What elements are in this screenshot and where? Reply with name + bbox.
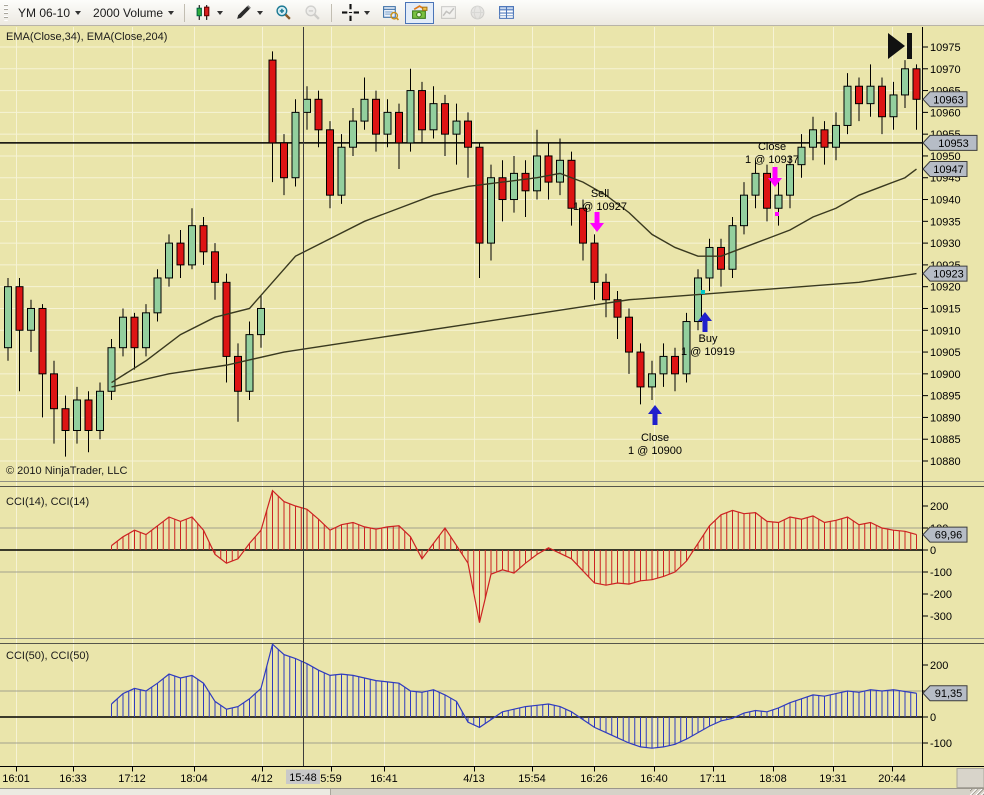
status-bar [0, 788, 984, 795]
interval-selector[interactable]: 2000 Volume [87, 2, 180, 24]
svg-text:Close: Close [758, 141, 786, 153]
chart-style-button[interactable] [189, 2, 229, 24]
crosshair-icon [342, 4, 360, 21]
svg-text:15:48: 15:48 [289, 772, 317, 784]
price-panel-indicator-label: EMA(Close,34), EMA(Close,204) [6, 31, 168, 43]
svg-text:20:44: 20:44 [878, 773, 906, 785]
svg-text:0: 0 [930, 712, 936, 724]
svg-text:Buy: Buy [699, 333, 718, 345]
svg-text:Close: Close [641, 432, 669, 444]
svg-text:10963: 10963 [933, 94, 964, 106]
svg-text:15:54: 15:54 [518, 773, 546, 785]
svg-text:10885: 10885 [930, 434, 961, 446]
chart-trader-button[interactable] [405, 1, 435, 24]
svg-text:16:40: 16:40 [640, 773, 668, 785]
svg-text:1 @ 10919: 1 @ 10919 [681, 346, 735, 358]
svg-text:10960: 10960 [930, 107, 961, 119]
svg-text:18:04: 18:04 [180, 773, 208, 785]
svg-text:10940: 10940 [930, 195, 961, 207]
cci14-panel-label: CCI(14), CCI(14) [6, 496, 90, 508]
draw-tools-button[interactable] [229, 2, 269, 24]
svg-text:10953: 10953 [938, 138, 969, 150]
svg-text:10895: 10895 [930, 391, 961, 403]
svg-text:17:11: 17:11 [700, 773, 727, 785]
interval-label: 2000 Volume [93, 5, 164, 20]
svg-text:1 @ 10900: 1 @ 10900 [628, 445, 682, 457]
globe-icon [470, 5, 485, 20]
svg-text:-100: -100 [930, 567, 952, 579]
global-link-button[interactable] [463, 2, 492, 24]
svg-text:19:31: 19:31 [819, 773, 847, 785]
svg-text:4/13: 4/13 [463, 773, 484, 785]
zoom-out-button[interactable] [298, 2, 327, 24]
toolbar-grip[interactable] [4, 4, 8, 21]
svg-text:10915: 10915 [930, 303, 961, 315]
zoom-in-button[interactable] [269, 2, 298, 24]
svg-text:10900: 10900 [930, 369, 961, 381]
chart-trader-icon [412, 5, 428, 19]
svg-text:16:41: 16:41 [370, 773, 398, 785]
svg-text:10970: 10970 [930, 64, 961, 76]
svg-text:4/12: 4/12 [251, 773, 272, 785]
toolbar-separator [184, 3, 186, 22]
svg-text:17:12: 17:12 [118, 773, 146, 785]
chevron-down-icon [364, 10, 371, 15]
zoom-out-icon [305, 5, 320, 20]
toolbar-separator [331, 3, 333, 22]
chevron-down-icon [257, 10, 264, 15]
indicator-icon [441, 6, 457, 19]
resize-grip[interactable] [970, 789, 984, 795]
svg-text:200: 200 [930, 501, 948, 513]
svg-text:1 @ 10937: 1 @ 10937 [745, 154, 799, 166]
indicator-button[interactable] [434, 2, 463, 24]
go-to-last-bar-button[interactable] [874, 32, 916, 60]
chevron-down-icon [168, 10, 175, 15]
svg-text:10975: 10975 [930, 42, 961, 54]
grid-button[interactable] [492, 2, 521, 24]
grid-icon [499, 6, 515, 19]
svg-text:10880: 10880 [930, 456, 961, 468]
svg-text:18:08: 18:08 [759, 773, 787, 785]
cci50-panel-label: CCI(50), CCI(50) [6, 650, 90, 662]
data-box-icon [383, 6, 400, 21]
svg-text:69,96: 69,96 [935, 530, 963, 542]
pencil-icon [237, 5, 252, 19]
svg-text:-200: -200 [930, 589, 952, 601]
svg-text:10910: 10910 [930, 325, 961, 337]
svg-text:10890: 10890 [930, 412, 961, 424]
svg-text:10923: 10923 [933, 269, 964, 281]
svg-text:Sell: Sell [591, 188, 609, 200]
chevron-down-icon [75, 10, 82, 15]
svg-text:10930: 10930 [930, 238, 961, 250]
svg-text:10947: 10947 [933, 164, 964, 176]
chart-style-icon [196, 5, 210, 20]
crosshair-button[interactable] [336, 2, 376, 24]
svg-text:10935: 10935 [930, 216, 961, 228]
svg-text:1 @ 10927: 1 @ 10927 [573, 201, 627, 213]
data-box-button[interactable] [376, 2, 405, 24]
svg-text:16:33: 16:33 [59, 773, 87, 785]
svg-text:16:26: 16:26 [580, 773, 608, 785]
svg-text:5:59: 5:59 [320, 773, 341, 785]
svg-text:200: 200 [930, 660, 948, 672]
status-cell [0, 789, 331, 795]
svg-text:-100: -100 [930, 738, 952, 750]
svg-text:91,35: 91,35 [935, 688, 963, 700]
play-to-end-icon [888, 33, 912, 59]
zoom-in-icon [276, 5, 291, 20]
svg-text:16:01: 16:01 [2, 773, 30, 785]
chart-area[interactable]: Sell 1 @ 10927 Close 1 @ 10937 Buy 1 @ 10919 C… [0, 26, 984, 788]
copyright-text: © 2010 NinjaTrader, LLC [6, 465, 128, 477]
svg-text:-300: -300 [930, 611, 952, 623]
toolbar: YM 06-10 2000 Volume [0, 0, 984, 26]
svg-text:10905: 10905 [930, 347, 961, 359]
svg-text:10950: 10950 [930, 151, 961, 163]
svg-text:10920: 10920 [930, 282, 961, 294]
instrument-selector[interactable]: YM 06-10 [12, 2, 87, 24]
svg-text:0: 0 [930, 545, 936, 557]
instrument-label: YM 06-10 [18, 5, 71, 20]
chevron-down-icon [217, 10, 224, 15]
